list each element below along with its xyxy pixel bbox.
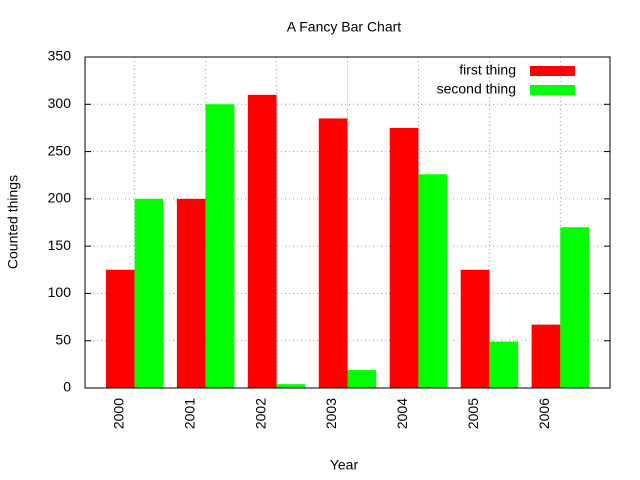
bar <box>318 118 348 388</box>
legend-label: first thing <box>459 62 516 78</box>
y-tick-label: 100 <box>48 284 72 300</box>
x-tick-label: 2006 <box>536 398 552 429</box>
bar <box>205 104 235 389</box>
bar <box>489 341 519 388</box>
y-tick-label: 0 <box>63 379 71 395</box>
bar <box>347 370 377 388</box>
y-tick-label: 200 <box>48 190 72 206</box>
legend-swatch <box>530 66 575 76</box>
chart-title: A Fancy Bar Chart <box>287 19 401 35</box>
y-tick-label: 300 <box>48 95 72 111</box>
legend-label: second thing <box>437 81 516 97</box>
y-tick-label: 150 <box>48 237 72 253</box>
bar <box>418 174 448 388</box>
bar <box>105 269 135 388</box>
x-tick-label: 2001 <box>181 398 197 429</box>
y-tick-label: 350 <box>48 48 72 64</box>
x-axis-label: Year <box>330 457 359 473</box>
legend-swatch <box>530 85 575 95</box>
bar <box>276 384 306 388</box>
y-tick-label: 50 <box>55 331 71 347</box>
bar <box>247 94 277 388</box>
y-tick-label: 250 <box>48 142 72 158</box>
y-axis-label: Counted things <box>5 175 21 269</box>
bar <box>460 269 490 388</box>
bar <box>389 127 419 388</box>
x-tick-label: 2004 <box>394 398 410 429</box>
bar <box>176 198 206 388</box>
bar <box>531 324 561 388</box>
plot-border <box>84 56 611 389</box>
bar <box>560 227 590 388</box>
x-tick-label: 2000 <box>110 398 126 429</box>
bar <box>134 198 164 388</box>
x-tick-label: 2002 <box>252 398 268 429</box>
x-tick-label: 2005 <box>465 398 481 429</box>
x-tick-label: 2003 <box>323 398 339 429</box>
